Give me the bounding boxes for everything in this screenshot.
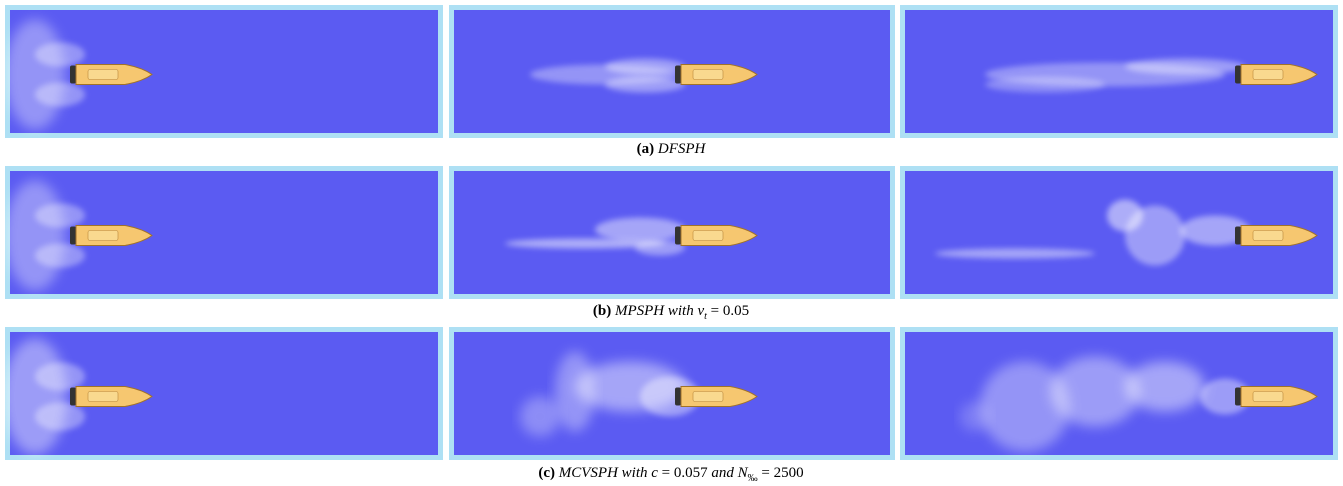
wake <box>1125 59 1245 75</box>
boat-deck <box>88 70 118 80</box>
simulation-panel <box>449 166 895 299</box>
wake <box>1125 206 1185 266</box>
propeller <box>675 227 681 245</box>
wake <box>595 218 685 242</box>
wake <box>35 244 85 268</box>
simulation-panel <box>900 327 1338 460</box>
caption-text: DFSPH <box>657 141 707 157</box>
caption-subscript: ‰ <box>748 473 758 484</box>
propeller <box>1235 388 1241 406</box>
wake <box>5 20 65 130</box>
boat-deck <box>1253 70 1283 80</box>
wake <box>3 339 67 455</box>
caption-label: (a) <box>637 141 655 157</box>
wake <box>935 249 1095 259</box>
boat-deck <box>88 231 118 241</box>
caption-label: (c) <box>538 465 555 481</box>
propeller <box>675 388 681 406</box>
wake <box>35 83 85 107</box>
caption-text: MPSPH with ν <box>614 303 704 319</box>
propeller <box>70 66 76 84</box>
caption-text: = 0.05 <box>707 303 749 319</box>
wake <box>605 77 685 93</box>
boat-deck <box>693 70 723 80</box>
simulation-panel <box>900 166 1338 299</box>
propeller <box>70 388 76 406</box>
caption-a: (a) DFSPH <box>637 141 707 157</box>
boat-deck <box>693 231 723 241</box>
caption-text: = 0.057 <box>658 465 711 481</box>
page: (a) DFSPH (b) MPSPH with νt = 0.05 (c) M… <box>0 0 1343 486</box>
wake <box>985 77 1105 93</box>
wake <box>1125 362 1205 412</box>
simulation-panel <box>5 166 443 299</box>
boat-deck <box>1253 392 1283 402</box>
boat-deck <box>1253 231 1283 241</box>
wake <box>35 204 85 228</box>
simulation-panel <box>900 5 1338 138</box>
wake <box>5 181 65 291</box>
simulation-panel <box>3 327 443 460</box>
propeller <box>70 227 76 245</box>
propeller <box>1235 227 1241 245</box>
wake <box>520 397 560 437</box>
caption-label: (b) <box>593 303 611 319</box>
simulation-panel <box>449 327 895 460</box>
boat-deck <box>88 392 118 402</box>
simulation-panel <box>449 5 895 138</box>
caption-text: = 2500 <box>758 465 804 481</box>
wake <box>605 59 685 75</box>
simulation-panel <box>5 5 443 138</box>
caption-b: (b) MPSPH with νt = 0.05 <box>593 303 749 322</box>
wake <box>35 43 85 67</box>
propeller <box>675 66 681 84</box>
figure: (a) DFSPH (b) MPSPH with νt = 0.05 (c) M… <box>0 0 1343 486</box>
boat-deck <box>693 392 723 402</box>
panels <box>3 5 1338 460</box>
propeller <box>1235 66 1241 84</box>
caption-text: and N <box>711 465 748 481</box>
caption-c: (c) MCVSPH with c = 0.057 and N‰ = 2500 <box>538 465 803 484</box>
caption-text: MCVSPH with c <box>558 465 658 481</box>
